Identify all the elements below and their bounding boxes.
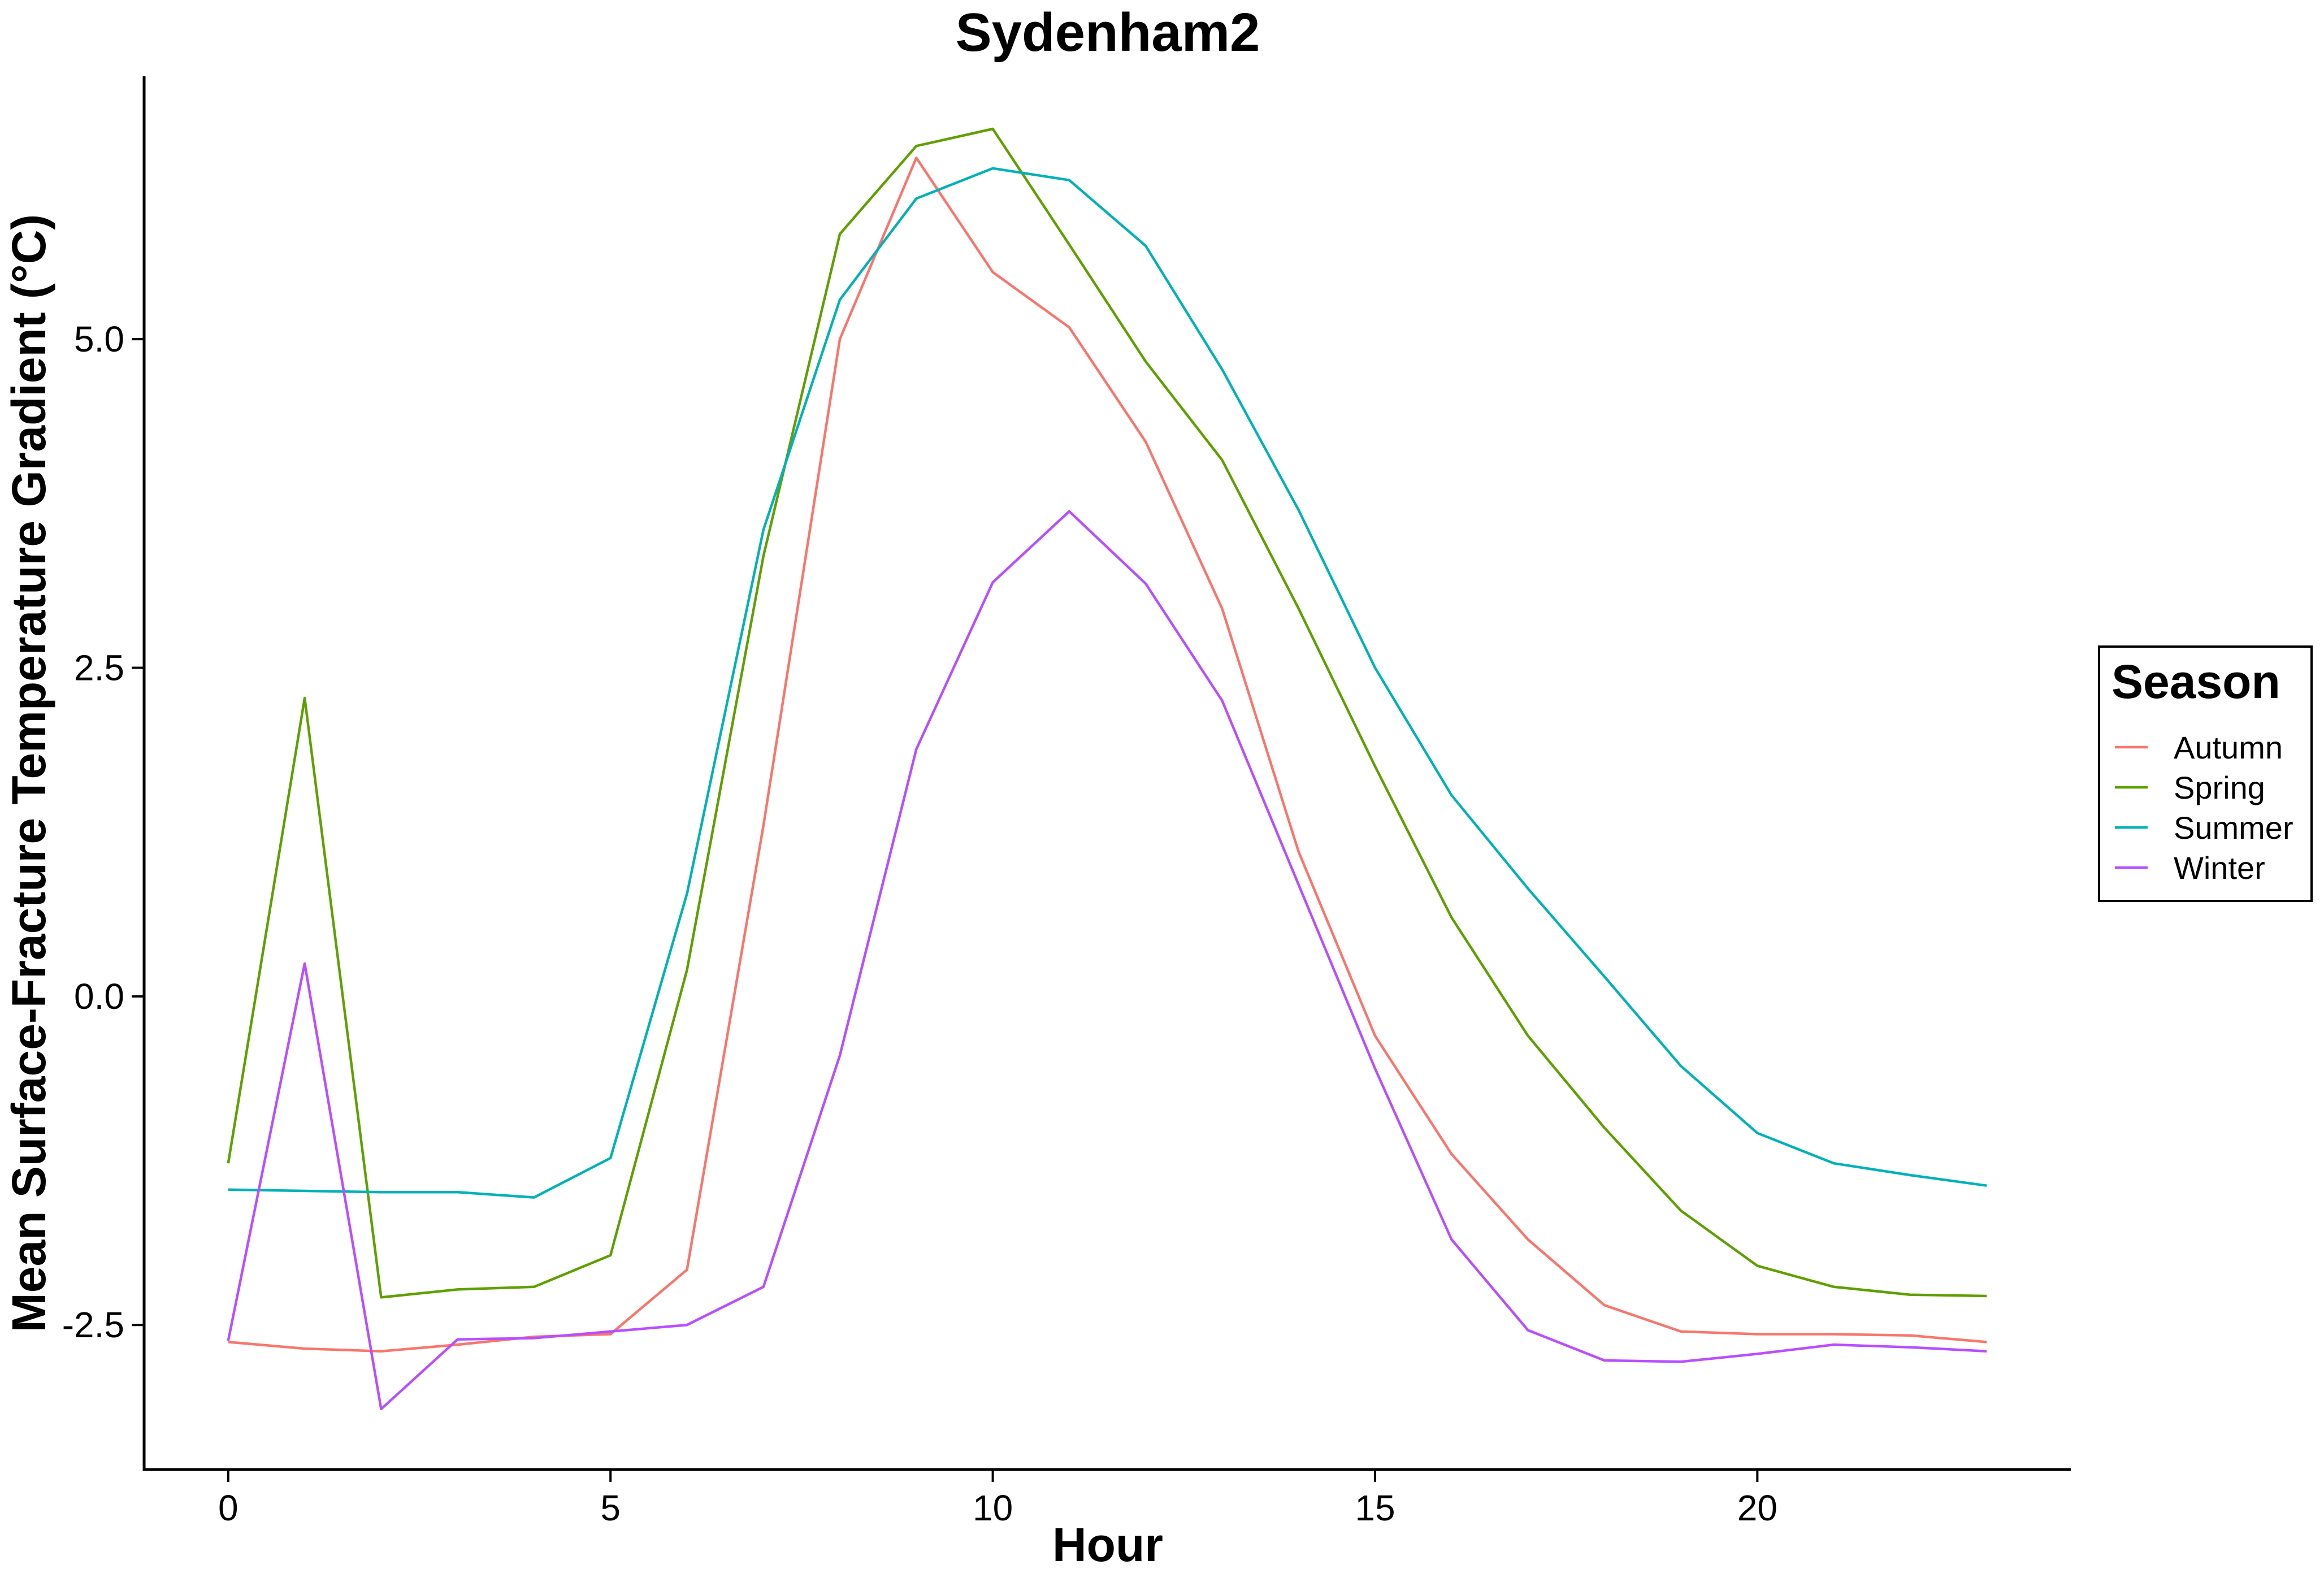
legend-label-autumn: Autumn xyxy=(2174,730,2283,765)
legend-label-summer: Summer xyxy=(2174,810,2293,846)
x-tick-label: 20 xyxy=(1737,1488,1777,1528)
y-tick-label: 5.0 xyxy=(74,319,124,359)
x-axis-ticks: 0 5 10 15 20 xyxy=(218,1470,1777,1528)
x-tick-label: 0 xyxy=(218,1488,239,1528)
x-tick-label: 15 xyxy=(1355,1488,1395,1528)
y-axis-ticks: -2.5 0.0 2.5 5.0 xyxy=(62,319,144,1345)
legend-box xyxy=(2098,645,2313,902)
y-tick-label: 2.5 xyxy=(74,647,124,688)
legend-label-spring: Spring xyxy=(2174,770,2265,805)
series-line-winter xyxy=(227,510,1987,1411)
legend-title: Season xyxy=(2111,655,2280,708)
series-line-spring xyxy=(227,127,1987,1299)
legend-items: Autumn Spring Summer Winter xyxy=(2115,730,2293,886)
legend: Season Autumn Spring Summer Winter xyxy=(2098,645,2313,902)
plot-area xyxy=(227,127,1987,1411)
x-tick-label: 5 xyxy=(600,1488,621,1528)
chart-title: Sydenham2 xyxy=(956,2,1260,63)
x-axis-title: Hour xyxy=(1052,1518,1163,1571)
y-axis-title: Mean Surface-Fracture Temperature Gradie… xyxy=(2,214,55,1333)
x-tick-label: 10 xyxy=(973,1488,1013,1528)
y-tick-label: 0.0 xyxy=(74,976,124,1017)
series-line-summer xyxy=(228,167,1987,1199)
legend-label-winter: Winter xyxy=(2174,850,2265,886)
series-line-autumn xyxy=(228,156,1987,1353)
y-tick-label: -2.5 xyxy=(62,1304,124,1345)
